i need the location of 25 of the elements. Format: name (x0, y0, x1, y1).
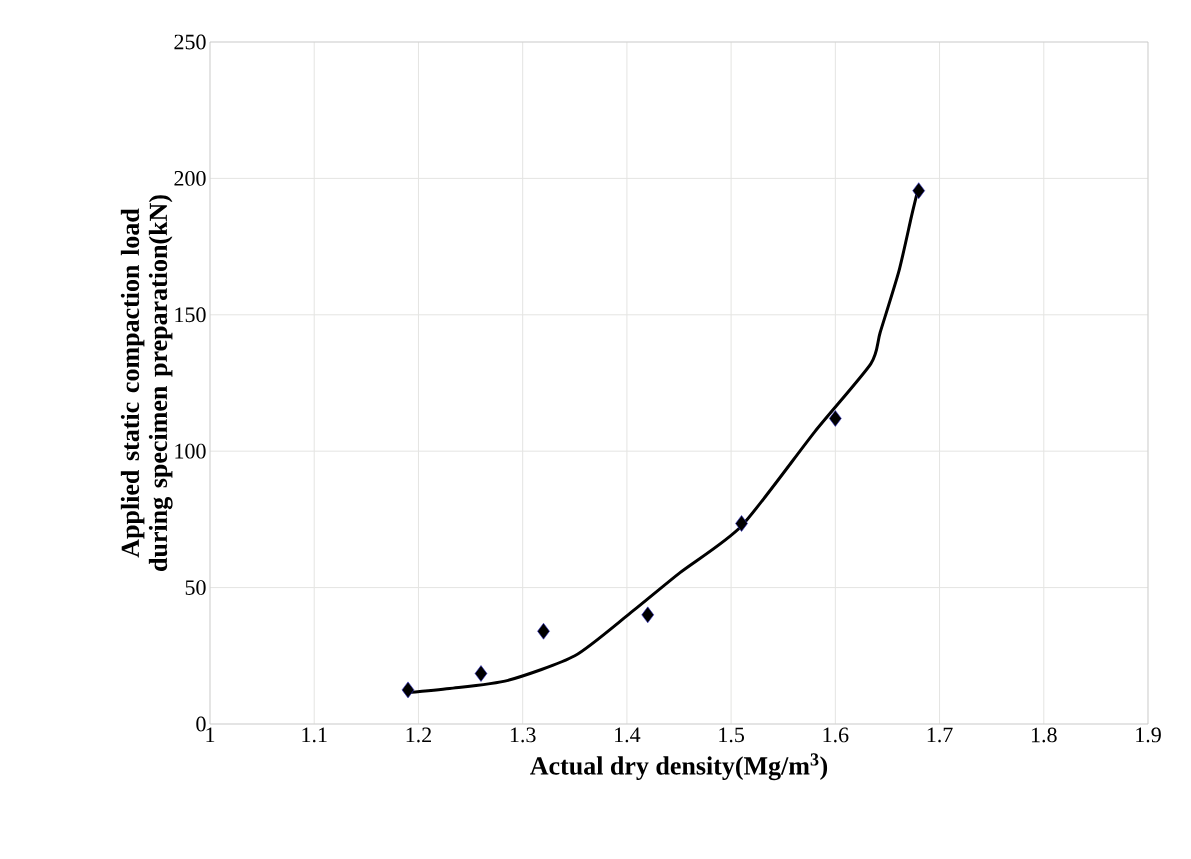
x-tick-label: 1.4 (615, 727, 641, 743)
point (829, 410, 842, 427)
point (912, 182, 926, 199)
x-tick-label: 1.1 (302, 727, 327, 743)
x-tick-label: 1.8 (1031, 727, 1057, 743)
y-axis-title: Applied static compaction load during specimen preparation(kN) (120, 195, 173, 571)
x-tick-label: 1.5 (719, 727, 745, 743)
y-tick-label: 200 (174, 170, 206, 186)
y-tick-label: 0 (196, 716, 206, 732)
x-tick-label: 1.3 (510, 727, 536, 743)
x-tick-label: 1.6 (823, 727, 849, 743)
x-tick-label: 1 (206, 727, 215, 743)
y-tick-label: 100 (175, 443, 206, 459)
point (537, 622, 550, 640)
point (401, 681, 415, 699)
point (735, 515, 748, 532)
x-tick-label: 1.2 (406, 727, 431, 743)
point (641, 606, 655, 624)
y-tick-label: 150 (175, 307, 206, 323)
point (474, 665, 488, 682)
x-tick-label: 1.7 (927, 727, 953, 743)
y-tick-label: 250 (174, 34, 206, 50)
x-tick-label: 1.9 (1136, 727, 1161, 743)
y-tick-label: 50 (185, 580, 206, 596)
x-axis-title: Actual dry density(Mg/m$^{3}$) (530, 753, 828, 781)
